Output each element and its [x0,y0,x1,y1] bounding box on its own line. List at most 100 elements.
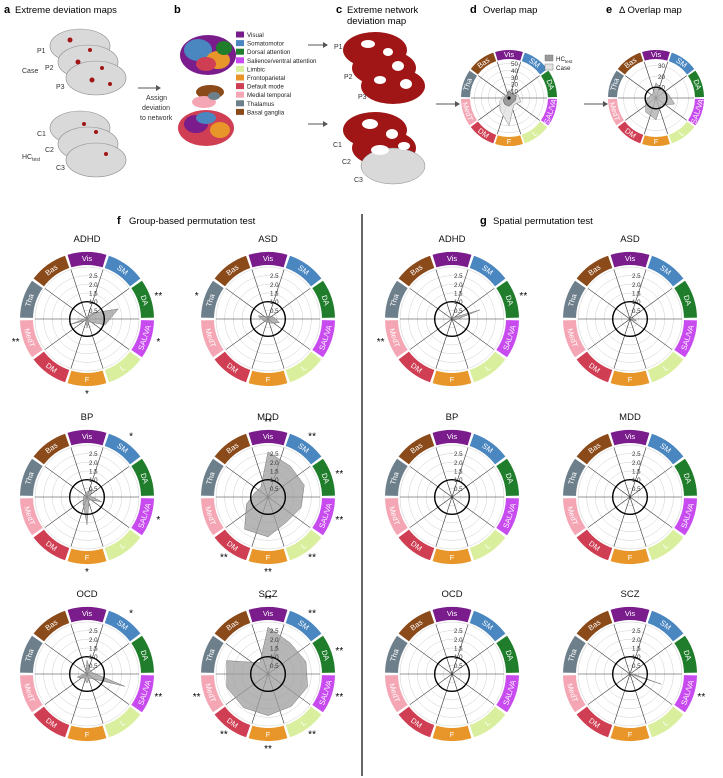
spoke [86,447,104,498]
radial-tick-label: 1.0 [89,477,98,484]
significance-marker: ** [264,594,272,605]
ring-label-vis: Vis [263,609,274,618]
ring-sector-sm [469,433,506,465]
spoke [44,466,88,498]
ring-label-l: L [118,718,127,728]
ring-sector-bas [214,433,251,465]
ring-sector-vis [610,430,650,446]
ring-label-vis: Vis [82,432,93,441]
data-area [244,451,305,538]
ring-sector-tha [385,280,408,318]
legend-label-medt: Medial temporal [247,92,291,99]
ring-label-tha: Tha [204,470,217,486]
radial-tick-label: 2.5 [89,628,98,635]
ring-sector-dm [576,529,613,561]
spoke [587,643,631,675]
ring-sector-bas [398,610,435,642]
radial-tick-label: 1.0 [632,477,641,484]
ring-sector-da [674,280,697,318]
ring-label-vis: Vis [625,432,636,441]
spoke [70,269,88,320]
reference-circle [611,655,649,693]
ring-label-l: L [118,541,127,551]
reference-circle [644,86,668,110]
ring-sector-tha [608,70,624,98]
arrow-c-to-d [436,101,460,107]
radial-tick-label: 2.5 [270,273,279,280]
ring-sector-bas [398,255,435,287]
brain-mesh-c3 [65,142,127,178]
ring-sector-da [496,458,519,496]
spoke [251,318,269,369]
ring-sector-vis [610,252,650,268]
ring-sector-medt [608,98,624,126]
ring-label-medt: MedT [607,101,622,122]
radial-tick-label: 10 [511,89,518,96]
ring-sector-tha [563,280,586,318]
ring-sector-vis [495,50,523,61]
spoke [409,466,453,498]
ring-sector-vis [432,607,472,623]
significance-marker: ** [154,692,162,703]
ring-sector-l [104,706,141,738]
radial-tick-label: 0.5 [632,308,641,315]
ring-sector-dm [576,706,613,738]
spoke [70,673,88,724]
assign-line-2: deviation [142,105,170,112]
radar-title-f-scz: SCZ [259,589,278,600]
spoke [86,318,130,350]
ring-sector-f [67,725,107,741]
spoke [435,673,453,724]
ring-sector-vis [432,429,472,446]
spoke [451,288,495,320]
ring-sector-medt [563,320,586,358]
panel-c: c Extreme network deviation map P1 P2 P3… [333,4,426,185]
radial-tick-label: 1.0 [270,477,279,484]
spoke [86,643,130,675]
ring-sector-sm [285,610,322,642]
ring-sector-da [496,280,519,318]
ring-label-f: F [507,137,512,146]
ring-sector-bas [576,610,613,642]
radial-tick-label: 2.0 [89,637,98,644]
spoke [44,673,88,705]
legend-swatch-bas [236,108,244,115]
legend-label-sal-va: Salience/ventral attention [247,58,317,65]
ring-label-da: DA [504,649,516,662]
ring-sector-medt [201,320,224,358]
radial-tick-label: 2.5 [270,451,279,458]
significance-marker: ** [308,608,316,619]
ring-label-l: L [530,128,539,138]
spoke [44,496,88,528]
case-label-p3: P3 [56,84,65,91]
radial-tick-label: 1.5 [454,469,463,476]
radial-tick-label: 2.5 [454,451,463,458]
radial-tick-label: 2.0 [270,282,279,289]
ring-sector-vis [642,50,670,61]
spoke [70,318,88,369]
ring-label-f: F [450,375,455,384]
significance-marker: ** [308,730,316,741]
spoke [435,269,453,320]
ring-sector-da [674,635,697,673]
ring-sector-bas [576,255,613,287]
radial-tick-label: 1.5 [454,291,463,298]
ring-label-f: F [450,553,455,562]
hc-brains [49,110,127,178]
ring-label-vis: Vis [263,432,274,441]
ring-label-da: DA [139,472,151,485]
radial-tick-label: 2.0 [270,460,279,467]
legend-swatch-tha [236,100,244,107]
ring-label-vis: Vis [625,254,636,263]
panel-e-title: Δ Overlap map [619,5,682,16]
ring-sector-da [674,458,697,496]
spoke [86,496,104,547]
ring-sector-sm [521,52,548,75]
spoke [251,269,269,320]
ring-sector-f [610,548,650,564]
ring-sector-medt [563,675,586,713]
hc-network-brains [343,112,426,185]
